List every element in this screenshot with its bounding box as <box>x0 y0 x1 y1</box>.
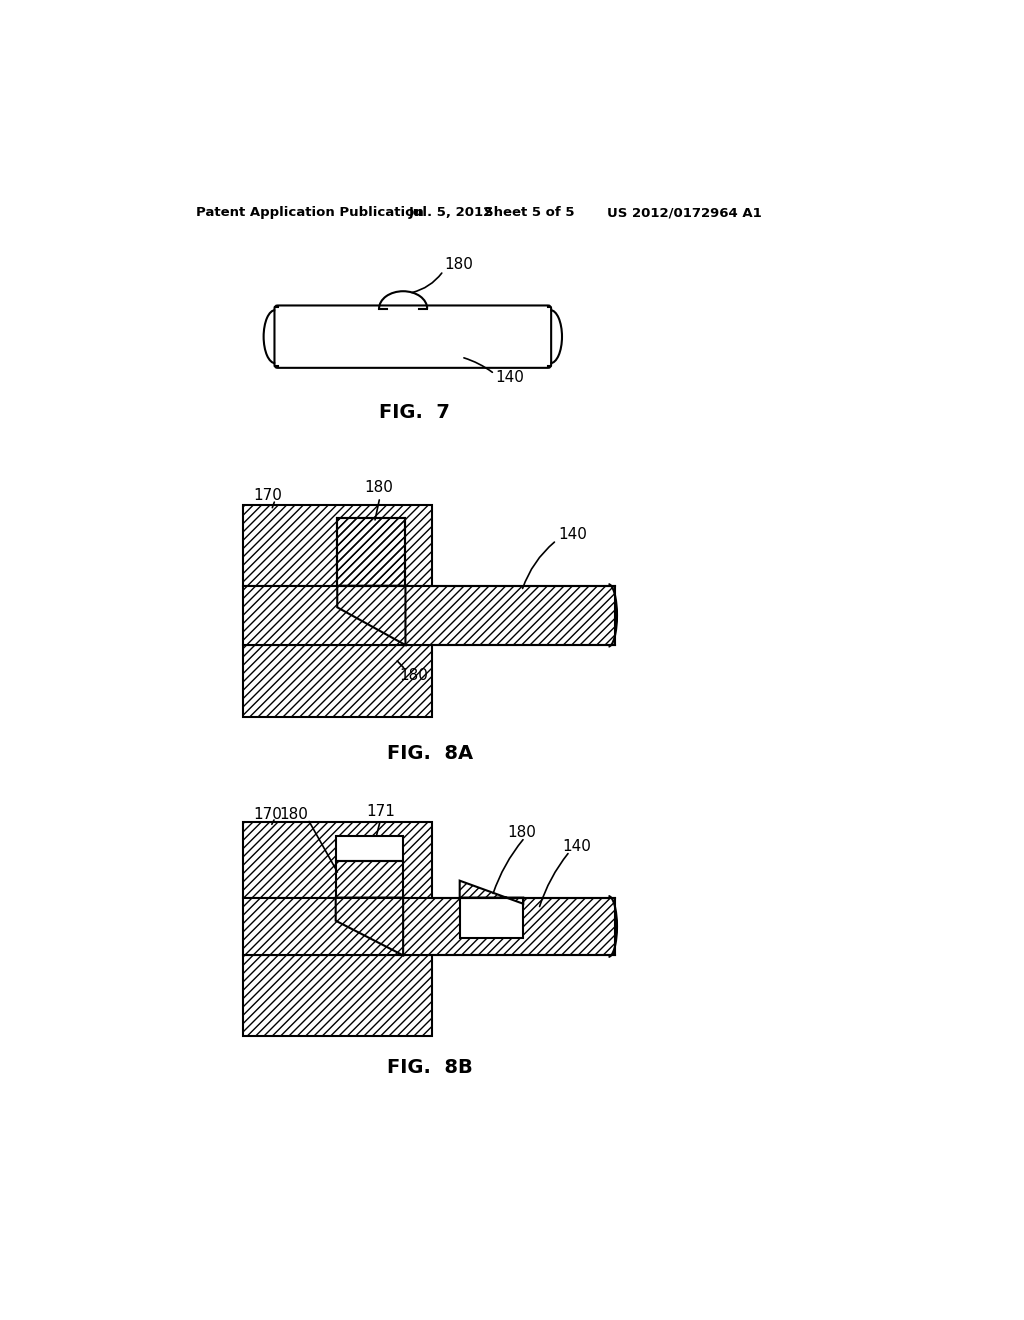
Bar <box>243 956 432 1036</box>
Text: 140: 140 <box>562 838 591 854</box>
Bar <box>460 898 523 937</box>
Polygon shape <box>336 898 403 956</box>
Text: 170: 170 <box>254 807 283 822</box>
Text: FIG.  8B: FIG. 8B <box>387 1057 473 1077</box>
Bar <box>243 504 432 586</box>
Bar <box>243 898 614 956</box>
Bar <box>336 861 403 898</box>
Bar <box>460 898 523 937</box>
Bar <box>243 504 432 586</box>
Bar <box>243 586 614 645</box>
Text: FIG.  7: FIG. 7 <box>379 404 451 422</box>
Bar <box>337 517 406 586</box>
Text: 180: 180 <box>444 257 473 272</box>
Text: 180: 180 <box>399 668 428 684</box>
Bar <box>337 517 406 586</box>
Bar <box>243 956 432 1036</box>
Bar <box>337 517 406 586</box>
Text: 170: 170 <box>254 488 283 503</box>
Text: FIG.  8A: FIG. 8A <box>387 743 473 763</box>
Bar <box>337 517 406 586</box>
Text: Jul. 5, 2012: Jul. 5, 2012 <box>409 206 493 219</box>
Bar <box>243 645 432 717</box>
Bar <box>243 822 432 898</box>
Polygon shape <box>460 880 523 904</box>
Bar <box>336 861 403 898</box>
Bar <box>460 858 523 904</box>
Bar <box>336 836 403 861</box>
Bar <box>337 517 406 586</box>
Text: Patent Application Publication: Patent Application Publication <box>197 206 424 219</box>
Bar <box>243 898 614 956</box>
Text: 171: 171 <box>367 804 395 818</box>
Bar <box>243 586 614 645</box>
Text: 180: 180 <box>508 825 537 840</box>
Text: 140: 140 <box>496 371 524 385</box>
Text: 180: 180 <box>280 807 308 822</box>
Bar <box>336 861 403 898</box>
Polygon shape <box>337 586 406 645</box>
FancyBboxPatch shape <box>274 305 551 368</box>
Text: US 2012/0172964 A1: US 2012/0172964 A1 <box>607 206 762 219</box>
Text: Sheet 5 of 5: Sheet 5 of 5 <box>484 206 575 219</box>
Bar <box>243 645 432 717</box>
Text: 180: 180 <box>365 480 393 495</box>
Bar <box>243 822 432 898</box>
Text: 140: 140 <box>558 527 587 541</box>
